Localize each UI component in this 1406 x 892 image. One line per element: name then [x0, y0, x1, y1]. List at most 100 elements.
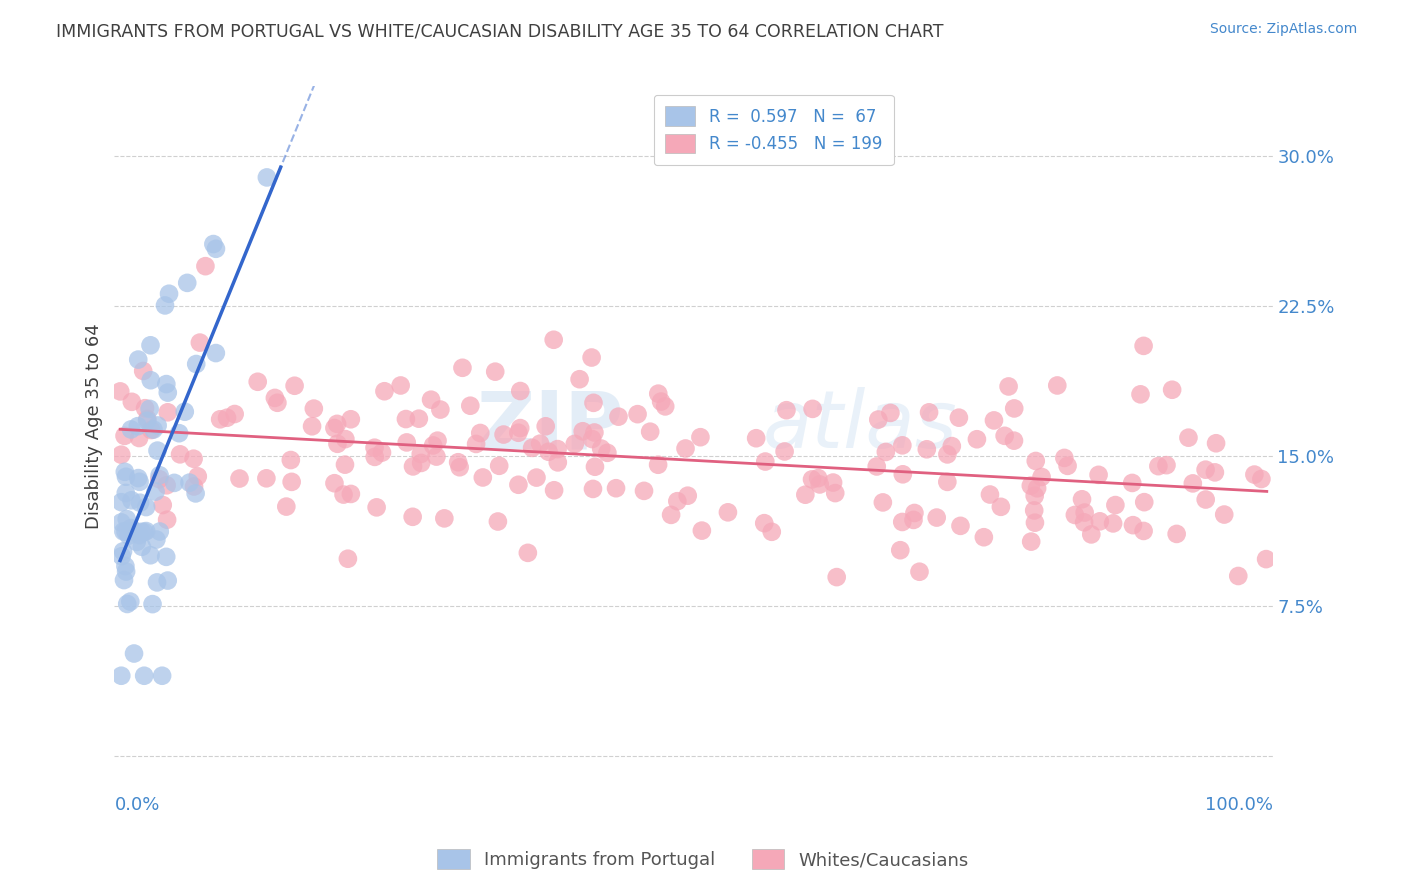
Point — [128, 431, 150, 445]
Point — [194, 259, 217, 273]
Point — [543, 333, 565, 347]
Point — [471, 470, 494, 484]
Point — [1104, 498, 1126, 512]
Point — [1161, 383, 1184, 397]
Point — [333, 458, 356, 472]
Point — [179, 475, 201, 490]
Point — [408, 411, 430, 425]
Point — [1046, 378, 1069, 392]
Point — [1024, 503, 1046, 517]
Point — [209, 412, 232, 426]
Point — [773, 444, 796, 458]
Point — [997, 379, 1019, 393]
Point — [115, 597, 138, 611]
Point — [134, 524, 156, 539]
Point — [425, 450, 447, 464]
Point — [254, 471, 277, 485]
Point — [280, 475, 302, 489]
Point — [395, 412, 418, 426]
Point — [146, 443, 169, 458]
Text: IMMIGRANTS FROM PORTUGAL VS WHITE/CAUCASIAN DISABILITY AGE 35 TO 64 CORRELATION : IMMIGRANTS FROM PORTUGAL VS WHITE/CAUCAS… — [56, 22, 943, 40]
Point — [918, 405, 941, 419]
Point — [1073, 516, 1095, 530]
Point — [1102, 516, 1125, 531]
Point — [246, 375, 269, 389]
Text: 100.0%: 100.0% — [1205, 797, 1272, 814]
Point — [1156, 458, 1178, 472]
Point — [1181, 476, 1204, 491]
Point — [146, 418, 169, 433]
Point — [150, 669, 173, 683]
Point — [451, 360, 474, 375]
Point — [1177, 431, 1199, 445]
Point — [745, 431, 768, 445]
Point — [1019, 534, 1042, 549]
Point — [675, 442, 697, 456]
Point — [676, 489, 699, 503]
Point — [1147, 459, 1170, 474]
Point — [449, 460, 471, 475]
Point — [1025, 454, 1047, 468]
Point — [447, 455, 470, 469]
Point — [761, 524, 783, 539]
Point — [1205, 436, 1227, 450]
Point — [581, 432, 603, 446]
Point — [581, 351, 603, 365]
Point — [110, 448, 132, 462]
Point — [125, 535, 148, 549]
Point — [903, 506, 925, 520]
Point — [647, 458, 669, 472]
Point — [516, 546, 538, 560]
Point — [754, 516, 776, 531]
Point — [148, 472, 170, 486]
Point — [948, 410, 970, 425]
Point — [183, 479, 205, 493]
Point — [875, 445, 897, 459]
Point — [775, 403, 797, 417]
Point — [801, 401, 824, 416]
Point — [647, 386, 669, 401]
Point — [1031, 470, 1053, 484]
Point — [205, 346, 228, 360]
Point — [1053, 450, 1076, 465]
Point — [1063, 508, 1085, 522]
Point — [127, 471, 149, 485]
Point — [142, 423, 165, 437]
Point — [1056, 458, 1078, 473]
Point — [173, 405, 195, 419]
Point — [925, 510, 948, 524]
Point — [868, 412, 890, 426]
Point — [149, 468, 172, 483]
Point — [690, 524, 713, 538]
Point — [129, 496, 152, 510]
Point — [534, 419, 557, 434]
Point — [1129, 387, 1152, 401]
Text: 0.0%: 0.0% — [114, 797, 160, 814]
Point — [582, 482, 605, 496]
Point — [508, 477, 530, 491]
Point — [135, 500, 157, 514]
Point — [568, 372, 591, 386]
Point — [1250, 472, 1272, 486]
Point — [1195, 492, 1218, 507]
Point — [990, 500, 1012, 514]
Point — [1026, 481, 1049, 495]
Point — [605, 481, 627, 495]
Point — [176, 276, 198, 290]
Point — [127, 419, 149, 434]
Point — [754, 454, 776, 468]
Point — [936, 475, 959, 489]
Point — [402, 509, 425, 524]
Point — [114, 486, 136, 500]
Point — [156, 478, 179, 492]
Point — [484, 365, 506, 379]
Point — [139, 373, 162, 387]
Point — [1132, 339, 1154, 353]
Point — [626, 407, 648, 421]
Point — [389, 378, 412, 392]
Point — [266, 396, 288, 410]
Point — [891, 515, 914, 529]
Point — [156, 405, 179, 419]
Point — [891, 467, 914, 482]
Point — [825, 570, 848, 584]
